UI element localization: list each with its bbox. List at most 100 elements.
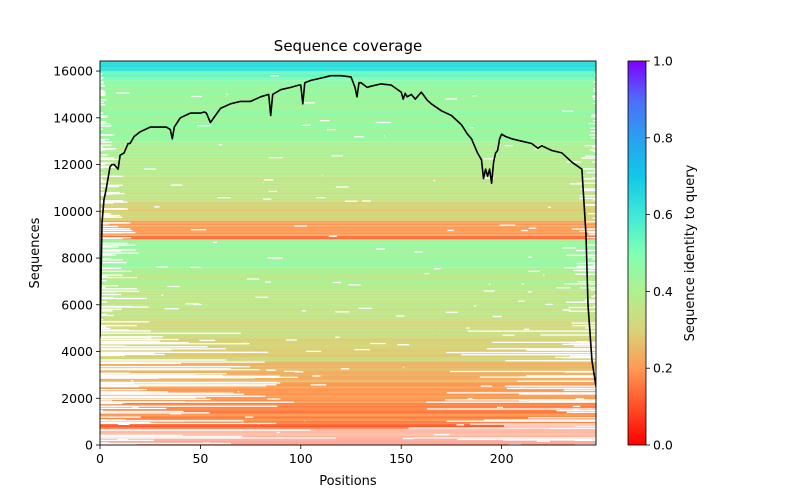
identity-band <box>100 267 596 291</box>
gap <box>100 201 128 203</box>
band-stripe <box>100 277 596 280</box>
identity-band <box>100 337 596 361</box>
gap <box>100 391 145 393</box>
band-stripe <box>100 111 596 114</box>
gap <box>571 322 596 324</box>
gap <box>100 405 115 408</box>
gap <box>100 123 111 125</box>
gap <box>403 366 405 369</box>
colorbar-tick-label: 0.4 <box>653 284 673 299</box>
gap <box>116 92 130 94</box>
y-tick-label: 8000 <box>61 251 93 266</box>
gap <box>562 309 571 311</box>
gap <box>589 233 596 235</box>
gap <box>582 189 596 192</box>
band-stripe <box>100 188 596 190</box>
band-stripe <box>100 61 596 63</box>
colorbar-tick-label: 0.8 <box>653 130 673 145</box>
gap <box>100 398 211 401</box>
gap <box>100 373 227 375</box>
gap <box>577 182 596 184</box>
gap <box>564 371 596 373</box>
gap <box>237 390 240 393</box>
gap <box>590 130 596 133</box>
y-axis: 0 2000 4000 6000 8000 10000 12000 14000 16000 <box>53 64 100 453</box>
gap <box>583 204 596 206</box>
identity-band <box>100 239 596 268</box>
gap <box>582 168 596 170</box>
band-stripe <box>100 285 596 287</box>
gap <box>255 296 269 298</box>
band-stripe <box>100 246 596 249</box>
band-stripe <box>100 207 596 210</box>
gap <box>100 377 255 379</box>
gap <box>593 264 596 266</box>
gap <box>100 377 159 379</box>
gap <box>266 369 276 371</box>
band-stripe <box>100 308 596 311</box>
gap <box>526 349 596 351</box>
gap <box>471 95 477 97</box>
band-stripe <box>100 405 596 408</box>
gap <box>294 371 304 373</box>
gap <box>581 178 596 180</box>
gap <box>100 116 107 118</box>
gap <box>100 232 136 234</box>
gap <box>100 392 234 394</box>
gap <box>301 310 306 312</box>
gap <box>268 190 278 193</box>
gap <box>190 229 207 231</box>
gap <box>585 327 596 329</box>
band-stripe <box>100 228 596 230</box>
gap <box>518 300 525 302</box>
band-stripe <box>100 311 596 314</box>
band-stripe <box>100 238 596 240</box>
band-stripe <box>100 257 596 259</box>
band-stripe <box>100 120 596 123</box>
gap <box>450 370 596 373</box>
band-stripe <box>100 393 596 396</box>
gap <box>100 163 105 165</box>
gap <box>100 384 277 386</box>
gap <box>100 348 226 350</box>
gap <box>264 179 274 181</box>
identity-band <box>100 235 596 240</box>
band-stripe <box>100 138 596 141</box>
gap <box>592 161 596 163</box>
band-stripe <box>100 302 596 305</box>
band-stripe <box>100 392 596 394</box>
gap <box>594 74 596 76</box>
band-stripe <box>100 90 596 93</box>
band-stripe <box>100 134 596 136</box>
gap <box>100 165 118 168</box>
band-stripe <box>100 264 596 267</box>
gap <box>547 206 551 209</box>
band-stripe <box>100 410 596 413</box>
band-stripe <box>100 279 596 281</box>
band-stripe <box>100 371 596 373</box>
band-stripe <box>100 113 596 115</box>
colorbar-tick-label: 1.0 <box>653 54 673 69</box>
gap <box>585 236 596 239</box>
band-stripe <box>100 197 596 199</box>
band-stripe <box>100 212 596 215</box>
x-tick-label: 0 <box>96 451 104 466</box>
gap <box>528 417 596 419</box>
gap <box>427 408 596 410</box>
gap <box>100 332 241 334</box>
band-stripe <box>100 163 596 166</box>
band-stripe <box>100 420 596 423</box>
gap <box>579 197 596 200</box>
gap <box>301 124 311 127</box>
band-stripe <box>100 240 596 243</box>
gap <box>185 303 200 305</box>
gap <box>100 326 107 328</box>
gap <box>579 195 596 197</box>
gap <box>100 293 122 296</box>
band-stripe <box>100 132 596 135</box>
band-stripe <box>100 248 596 250</box>
gap <box>100 258 111 260</box>
band-stripe <box>100 386 596 388</box>
gap <box>285 339 297 341</box>
band-stripe <box>100 156 596 158</box>
